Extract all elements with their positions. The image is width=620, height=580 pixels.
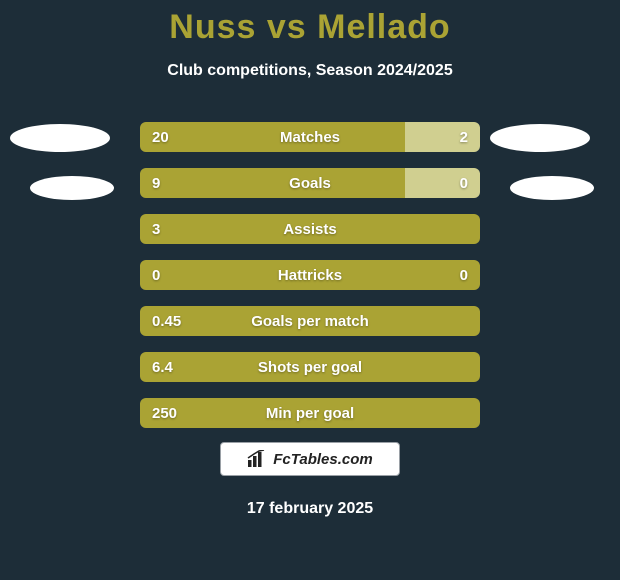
subtitle: Club competitions, Season 2024/2025	[0, 62, 620, 80]
source-logo: FcTables.com	[220, 442, 400, 476]
stat-bar-left	[140, 168, 405, 198]
bars-icon	[247, 450, 267, 468]
stat-row: Hattricks00	[140, 260, 480, 290]
stat-bar-left	[140, 214, 480, 244]
stat-row: Matches202	[140, 122, 480, 152]
avatar-ellipse	[510, 176, 594, 200]
stat-row: Goals90	[140, 168, 480, 198]
stat-row: Assists3	[140, 214, 480, 244]
page-title: Nuss vs Mellado	[0, 8, 620, 47]
stats-bars: Matches202 Goals90 Assists3 Hattricks00 Goal…	[140, 122, 480, 444]
stat-bar-left	[140, 122, 405, 152]
date-text: 17 february 2025	[0, 500, 620, 518]
comparison-card: Nuss vs Mellado Club competitions, Seaso…	[0, 0, 620, 580]
avatar-ellipse	[490, 124, 590, 152]
avatar-ellipse	[30, 176, 114, 200]
avatar-ellipse	[10, 124, 110, 152]
stat-bar-left	[140, 398, 480, 428]
stat-bar-left	[140, 260, 480, 290]
stat-bar-right	[405, 122, 480, 152]
stat-row: Goals per match0.45	[140, 306, 480, 336]
stat-bar-left	[140, 306, 480, 336]
stat-bar-left	[140, 352, 480, 382]
stat-row: Shots per goal6.4	[140, 352, 480, 382]
stat-bar-right	[405, 168, 480, 198]
source-logo-text: FcTables.com	[273, 451, 372, 468]
stat-row: Min per goal250	[140, 398, 480, 428]
